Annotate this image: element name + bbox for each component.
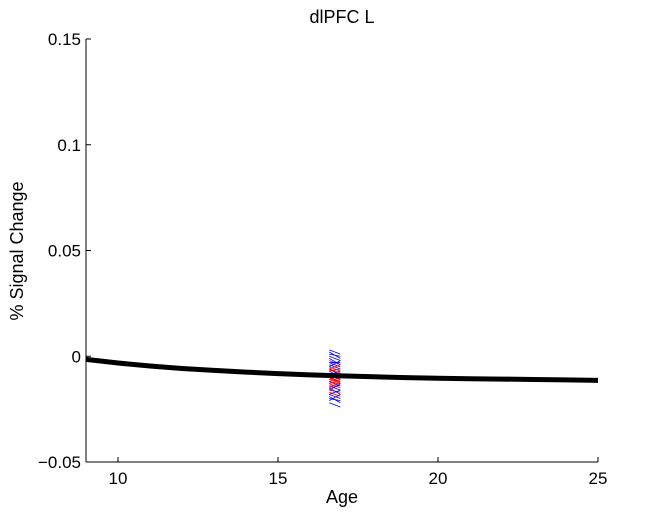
subject-segment	[329, 393, 341, 402]
x-tick-label: 25	[589, 469, 608, 488]
subject-segment	[329, 383, 341, 391]
subject-segment	[329, 393, 341, 399]
subject-segment	[329, 368, 341, 372]
subject-segment	[329, 358, 341, 366]
x-axis-label: Age	[326, 487, 358, 507]
subject-segment	[329, 366, 341, 372]
subject-segment	[329, 391, 341, 397]
subject-segment	[329, 353, 341, 357]
y-tick-label: 0.15	[48, 30, 81, 49]
fit-line	[85, 356, 599, 383]
y-axis-label: % Signal Change	[7, 181, 27, 320]
y-tick-label: 0.05	[48, 242, 81, 261]
subject-segment	[329, 364, 341, 370]
subject-segment	[329, 402, 341, 408]
subject-segment	[329, 349, 341, 355]
y-tick-label: −0.05	[38, 453, 81, 472]
y-tick-label: 0	[72, 347, 81, 366]
x-tick-label: 10	[109, 469, 128, 488]
subject-segment	[329, 396, 341, 404]
plot-area: 10 15 20 25 −0.05 0 0.05 0.1 0.15	[38, 30, 607, 488]
chart-title: dlPFC L	[309, 7, 374, 27]
x-tick-label: 20	[429, 469, 448, 488]
subject-segment	[329, 379, 341, 385]
subject-segment	[329, 355, 341, 361]
y-tick-label: 0.1	[57, 136, 81, 155]
subject-segment	[329, 389, 341, 395]
subject-segment	[329, 381, 341, 389]
subject-segment	[329, 360, 341, 368]
x-tick-label: 15	[269, 469, 288, 488]
subject-segment	[329, 362, 341, 368]
